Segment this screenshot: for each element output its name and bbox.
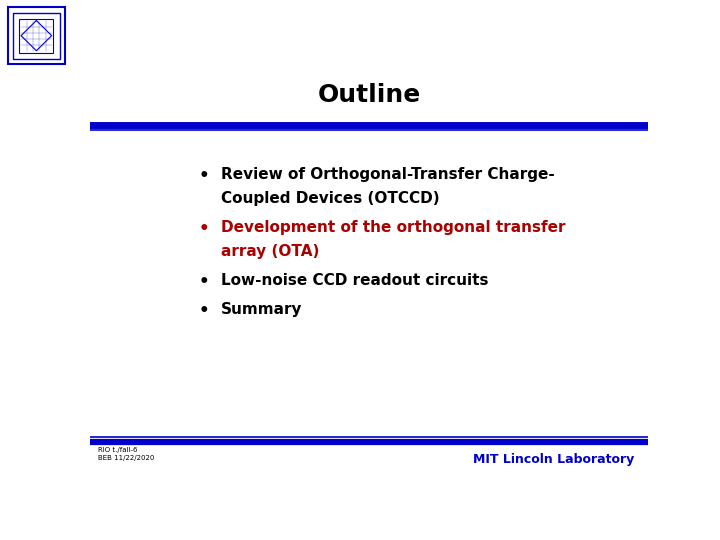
Text: Coupled Devices (OTCCD): Coupled Devices (OTCCD) <box>221 191 440 206</box>
Text: •: • <box>199 302 210 320</box>
Text: Summary: Summary <box>221 302 302 317</box>
Text: array (OTA): array (OTA) <box>221 244 320 259</box>
Text: Development of the orthogonal transfer: Development of the orthogonal transfer <box>221 220 566 235</box>
Text: •: • <box>199 167 210 185</box>
Text: Review of Orthogonal-Transfer Charge-: Review of Orthogonal-Transfer Charge- <box>221 167 555 181</box>
Text: •: • <box>199 273 210 291</box>
Text: RIO t./fall-6
BEB 11/22/2020: RIO t./fall-6 BEB 11/22/2020 <box>99 447 155 461</box>
Text: Low-noise CCD readout circuits: Low-noise CCD readout circuits <box>221 273 489 288</box>
Text: Outline: Outline <box>318 83 420 107</box>
Text: MIT Lincoln Laboratory: MIT Lincoln Laboratory <box>473 453 634 465</box>
Text: •: • <box>199 220 210 238</box>
